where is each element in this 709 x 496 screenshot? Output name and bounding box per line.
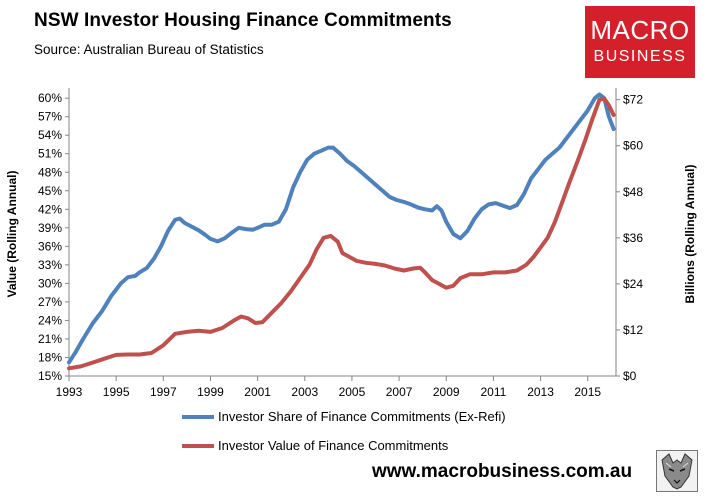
y-left-tick-label: 54%	[38, 128, 62, 142]
chart-axes: 1993 1995 1997 1999 2001 2003 2005 2007 2009 2011…	[5, 88, 697, 399]
y-left-tick-label: 45%	[38, 184, 62, 198]
y-left-axis-title: Value (Rolling Annual)	[5, 171, 19, 298]
series-line-investor-share	[67, 92, 616, 365]
x-tick-label: 1995	[103, 385, 130, 399]
logo-line-2: BUSINESS	[593, 48, 687, 65]
chart-title: NSW Investor Housing Finance Commitments	[34, 10, 452, 31]
y-left-tick-label: 33%	[38, 258, 62, 272]
y-left-tick-label: 27%	[38, 295, 62, 309]
x-tick-label: 2003	[291, 385, 318, 399]
footer-url: www.macrobusiness.com.au	[372, 461, 633, 482]
y-right-tick-label: $0	[623, 369, 637, 383]
y-right-tick-label: $12	[623, 323, 643, 337]
chart-series	[67, 92, 616, 371]
y-left-tick-label: 36%	[38, 239, 62, 253]
x-tick-label: 2013	[527, 385, 554, 399]
y-left-tick-label: 24%	[38, 313, 62, 327]
y-right-tick-label: $36	[623, 231, 643, 245]
y-left-tick-label: 39%	[38, 221, 62, 235]
x-tick-label: 2005	[339, 385, 366, 399]
x-tick-label: 2009	[433, 385, 460, 399]
y-left-tick-label: 21%	[38, 332, 62, 346]
y-left-tick-label: 15%	[38, 369, 62, 383]
x-tick-label: 1997	[150, 385, 177, 399]
x-tick-label: 1999	[197, 385, 224, 399]
chart-legend: Investor Share of Finance Commitments (E…	[182, 409, 506, 453]
y-left-tick-label: 42%	[38, 202, 62, 216]
y-right-tick-label: $48	[623, 185, 643, 199]
series-line-investor-value	[67, 96, 616, 371]
y-left-tick-label: 48%	[38, 165, 62, 179]
macrobusiness-logo: MACRO BUSINESS	[585, 6, 695, 78]
x-tick-label: 2015	[574, 385, 601, 399]
legend-label: Investor Share of Finance Commitments (E…	[218, 409, 506, 424]
y-left-tick-label: 18%	[38, 350, 62, 364]
wolf-badge-icon	[656, 450, 698, 492]
y-left-tick-label: 51%	[38, 147, 62, 161]
chart-subtitle: Source: Australian Bureau of Statistics	[34, 42, 264, 57]
x-tick-label: 2011	[480, 385, 506, 399]
y-right-tick-label: $60	[623, 139, 643, 153]
x-tick-label: 2001	[244, 385, 271, 399]
y-left-tick-label: 60%	[38, 91, 62, 105]
y-right-axis-title: Billions (Rolling Annual)	[683, 165, 697, 304]
x-tick-label: 1993	[56, 385, 83, 399]
y-left-tick-label: 57%	[38, 110, 62, 124]
y-right-tick-label: $24	[623, 277, 643, 291]
x-tick-label: 2007	[386, 385, 413, 399]
legend-label: Investor Value of Finance Commitments	[218, 438, 449, 453]
y-left-tick-label: 30%	[38, 276, 62, 290]
logo-line-1: MACRO	[590, 15, 690, 45]
y-right-tick-label: $72	[623, 93, 643, 107]
